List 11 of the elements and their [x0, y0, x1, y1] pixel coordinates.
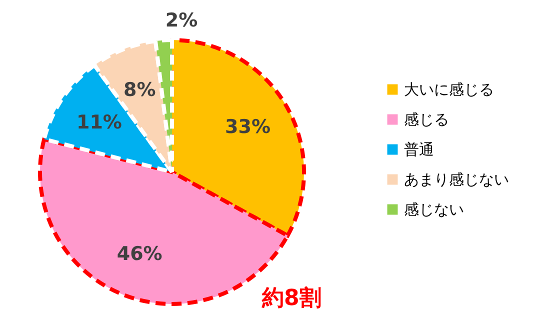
data-label: 11% — [76, 112, 122, 134]
data-label: 33% — [225, 116, 270, 138]
legend-label: 感じる — [404, 110, 449, 128]
text: 約8割 — [261, 286, 322, 311]
data-label: 8% — [123, 79, 156, 102]
data-label: 46% — [116, 242, 162, 265]
legend-label: あまり感じない — [404, 170, 509, 188]
legend-label: 普通 — [404, 140, 434, 158]
legend-label: 大いに感じる — [404, 80, 494, 98]
legend-label: 感じない — [404, 200, 464, 218]
data-label: 2% — [165, 9, 198, 32]
